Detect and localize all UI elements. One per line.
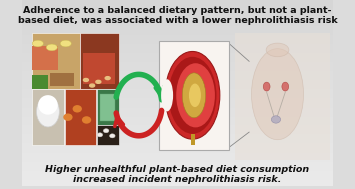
Circle shape bbox=[105, 77, 110, 80]
Ellipse shape bbox=[176, 63, 215, 127]
Ellipse shape bbox=[168, 57, 217, 134]
FancyBboxPatch shape bbox=[191, 134, 195, 145]
FancyBboxPatch shape bbox=[32, 75, 49, 89]
Text: Adherence to a balanced dietary pattern, but not a plant-
based diet, was associ: Adherence to a balanced dietary pattern,… bbox=[18, 6, 337, 25]
FancyBboxPatch shape bbox=[100, 94, 115, 121]
Ellipse shape bbox=[271, 116, 280, 123]
Ellipse shape bbox=[37, 96, 59, 127]
Ellipse shape bbox=[63, 113, 72, 121]
FancyBboxPatch shape bbox=[97, 89, 119, 125]
FancyBboxPatch shape bbox=[50, 73, 74, 86]
Circle shape bbox=[90, 84, 95, 87]
Ellipse shape bbox=[189, 84, 201, 107]
Ellipse shape bbox=[38, 95, 58, 115]
Ellipse shape bbox=[263, 82, 270, 91]
Ellipse shape bbox=[110, 134, 115, 138]
Circle shape bbox=[32, 40, 43, 47]
Circle shape bbox=[60, 40, 71, 47]
Ellipse shape bbox=[161, 79, 173, 111]
Circle shape bbox=[96, 80, 101, 83]
FancyBboxPatch shape bbox=[235, 33, 329, 160]
FancyBboxPatch shape bbox=[159, 41, 229, 150]
FancyBboxPatch shape bbox=[32, 89, 64, 145]
FancyBboxPatch shape bbox=[97, 125, 119, 145]
Ellipse shape bbox=[282, 82, 289, 91]
Ellipse shape bbox=[72, 105, 82, 112]
FancyBboxPatch shape bbox=[65, 89, 96, 145]
FancyBboxPatch shape bbox=[83, 53, 115, 84]
Ellipse shape bbox=[251, 49, 304, 140]
Ellipse shape bbox=[182, 73, 206, 118]
Ellipse shape bbox=[82, 116, 91, 124]
Ellipse shape bbox=[103, 129, 109, 133]
Text: Higher unhealthful plant-based diet consumption
increased incident nephrolithias: Higher unhealthful plant-based diet cons… bbox=[45, 165, 310, 184]
Circle shape bbox=[83, 78, 88, 81]
Circle shape bbox=[46, 44, 58, 51]
FancyBboxPatch shape bbox=[32, 33, 80, 89]
Ellipse shape bbox=[97, 133, 103, 137]
Ellipse shape bbox=[165, 51, 220, 139]
FancyBboxPatch shape bbox=[32, 46, 58, 70]
Circle shape bbox=[266, 43, 289, 57]
FancyBboxPatch shape bbox=[80, 33, 119, 89]
